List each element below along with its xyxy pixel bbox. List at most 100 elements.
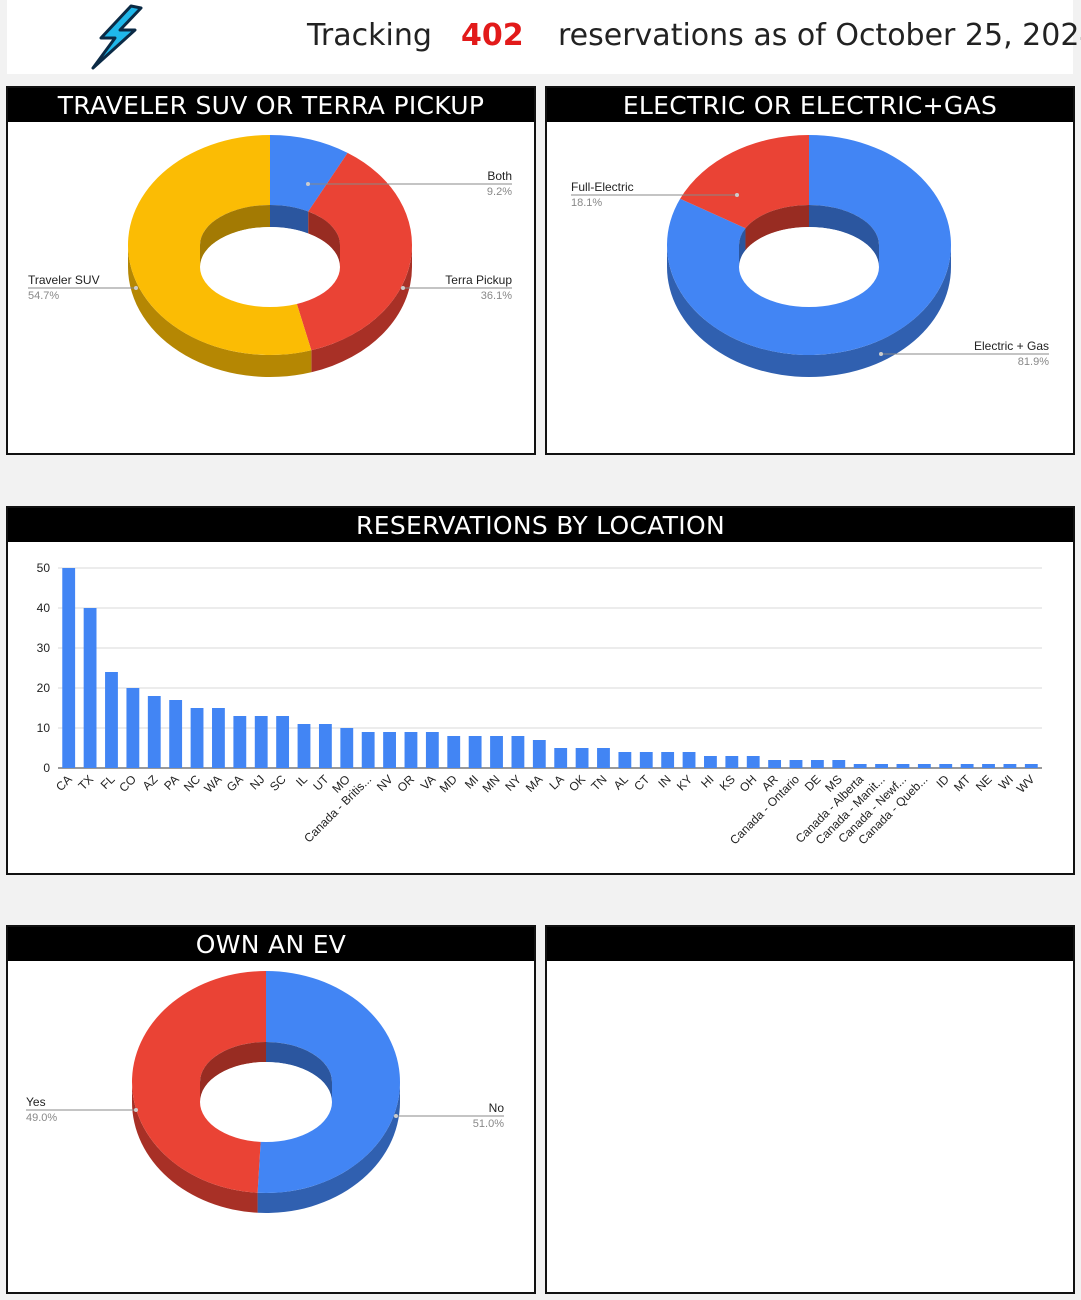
bar-ar [768, 760, 782, 768]
bar-wa [212, 708, 225, 768]
bar-md [447, 736, 461, 768]
slice-percent: 9.2% [487, 186, 512, 198]
powertrain-donut-chart: Electric + Gas 81.9% Full-Electric 18.1% [571, 134, 1049, 377]
x-tick-label: NY [502, 772, 524, 794]
slice-name: No [489, 1101, 505, 1115]
panel-location: RESERVATIONS BY LOCATION 0 10 20 30 40 50 CA TX… [6, 506, 1075, 875]
slice-label-traveler-suv: Traveler SUV 54.7% [28, 273, 138, 302]
slice-percent: 18.1% [571, 197, 602, 209]
slice-label-electric-gas: Electric + Gas 81.9% [879, 339, 1049, 368]
bar-in [661, 752, 675, 768]
x-tick-label: TX [75, 772, 96, 793]
bar-ok [575, 748, 589, 768]
panel-title-powertrain: ELECTRIC OR ELECTRIC+GAS [547, 88, 1073, 122]
slice-name: Traveler SUV [28, 273, 100, 287]
bar-co [126, 688, 140, 768]
slice-percent: 36.1% [481, 290, 512, 302]
slice-wall-terra-pickup [311, 245, 412, 373]
x-tick-label: CA [53, 772, 75, 794]
panel-title-empty [547, 927, 1073, 961]
slice-inner-wall-traveler-suv [200, 205, 270, 267]
x-tick-label: MD [437, 772, 460, 795]
panel-title-own-ev: OWN AN EV [8, 927, 534, 961]
bar-nv [383, 732, 396, 768]
slice-name: Electric + Gas [974, 339, 1049, 353]
own-ev-donut-chart: No 51.0% Yes 49.0% [26, 971, 504, 1213]
panel-own-ev: OWN AN EV No 51.0% Yes 49.0% [6, 925, 536, 1294]
bar-canada-britis [361, 732, 375, 768]
y-tick-label: 30 [37, 641, 51, 655]
y-tick-label: 0 [43, 761, 50, 775]
x-tick-label: IN [655, 772, 673, 790]
bar-mo [340, 728, 354, 768]
slice-name: Terra Pickup [445, 273, 512, 287]
slice-name: Full-Electric [571, 180, 634, 194]
bar-ut [318, 724, 332, 768]
y-tick-label: 20 [37, 681, 51, 695]
slice-label-no: No 51.0% [394, 1101, 504, 1130]
slice-inner-wall-both [270, 205, 309, 234]
slice-percent: 54.7% [28, 290, 59, 302]
x-tick-label: NC [181, 772, 203, 794]
x-tick-label: SC [267, 772, 289, 794]
bar-ms [832, 760, 846, 768]
bar-de [810, 760, 824, 768]
y-tick-label: 50 [37, 561, 51, 575]
slice-inner-wall-yes [200, 1042, 266, 1102]
x-tick-label: MT [951, 772, 974, 795]
slice-percent: 49.0% [26, 1112, 57, 1124]
slice-both [270, 135, 348, 212]
bar-va [425, 732, 439, 768]
bar-canada-newf [896, 764, 910, 768]
bar-ks [725, 756, 739, 768]
slice-inner-wall-electric-gas [739, 228, 746, 267]
donut-hole [200, 1062, 332, 1142]
reservations-as-of-text: reservations as of October 25, 2024 [558, 18, 1081, 53]
slice-label-full-electric: Full-Electric 18.1% [571, 180, 739, 209]
lightning-bolt-icon [91, 4, 143, 70]
x-tick-label: OH [737, 772, 760, 795]
panel-vehicle-type: TRAVELER SUV OR TERRA PICKUP Both 9.2% Ter… [6, 86, 536, 455]
bar-oh [746, 756, 760, 768]
panel-empty [545, 925, 1075, 1294]
x-tick-label: GA [224, 772, 246, 794]
bar-la [554, 748, 568, 768]
bar-tx [83, 608, 97, 768]
bar-canada-ontario [789, 760, 803, 768]
x-tick-label: IL [293, 772, 310, 789]
slice-name: Both [487, 169, 512, 183]
y-tick-label: 40 [37, 601, 51, 615]
slice-terra-pickup [290, 152, 412, 351]
x-tick-label: TN [588, 772, 609, 793]
bar-ky [682, 752, 696, 768]
bar-sc [276, 716, 290, 768]
bar-az [147, 696, 161, 768]
bar-mn [490, 736, 503, 768]
bar-wi [1003, 764, 1017, 768]
x-tick-label: DE [802, 772, 824, 794]
bar-hi [704, 756, 717, 768]
x-tick-label: NE [973, 772, 995, 794]
slice-wall-yes [132, 1082, 258, 1213]
bar-nc [190, 708, 204, 768]
slice-wall-electric-gas [667, 245, 951, 377]
slice-label-yes: Yes 49.0% [26, 1095, 138, 1124]
slice-percent: 51.0% [473, 1118, 504, 1130]
x-tick-label: WI [996, 772, 1016, 792]
x-tick-label: PA [161, 772, 182, 793]
bar-ca [62, 568, 76, 768]
bar-canada-manit [875, 764, 888, 768]
bar-canada-alberta [853, 764, 867, 768]
bar-ct [639, 752, 653, 768]
x-tick-label: KS [717, 772, 738, 793]
x-tick-label: AZ [140, 772, 161, 793]
x-tick-label: WA [201, 772, 224, 795]
bar-tn [597, 748, 610, 768]
x-tick-label: VA [418, 772, 439, 793]
bar-mt [960, 764, 974, 768]
donut-hole [200, 227, 340, 307]
x-tick-label: NJ [247, 772, 267, 792]
x-tick-label: MI [462, 772, 481, 791]
slice-percent: 81.9% [1018, 356, 1049, 368]
